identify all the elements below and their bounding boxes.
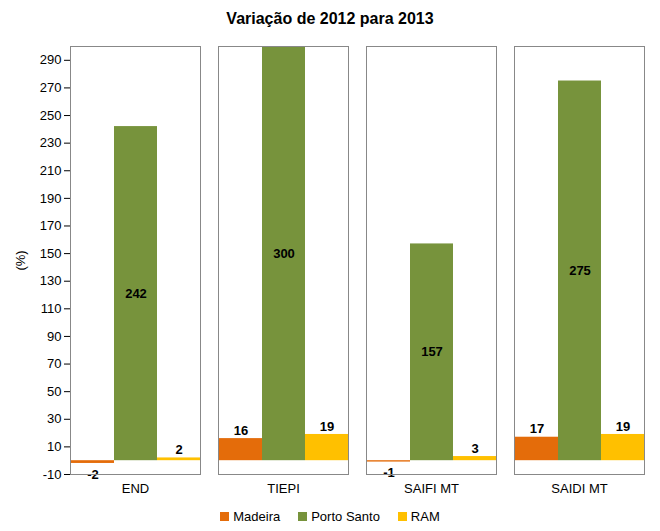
svg-text:242: 242 [125,286,147,301]
svg-text:170: 170 [40,218,62,233]
html-text:RAM: RAM [410,508,440,524]
svg-text:270: 270 [40,80,62,95]
svg-text:190: 190 [40,191,62,206]
html-text:Porto Santo: Porto Santo [311,508,380,524]
svg-text:210: 210 [40,163,62,178]
svg-text:50: 50 [47,384,61,399]
svg-text:250: 250 [40,108,62,123]
svg-text:SAIDI MT: SAIDI MT [551,481,607,496]
svg-text:19: 19 [616,419,630,434]
svg-text:SAIFI MT: SAIFI MT [404,481,459,496]
html-text:Variação de 2012 para 2013: Variação de 2012 para 2013 [226,10,434,27]
svg-text:157: 157 [421,344,443,359]
svg-text:110: 110 [41,301,62,316]
svg-text:(%): (%) [13,250,28,270]
svg-text:230: 230 [40,135,62,150]
svg-text:300: 300 [273,246,295,261]
svg-text:90: 90 [47,329,61,344]
svg-text:19: 19 [320,419,334,434]
svg-text:-10: -10 [43,467,62,482]
svg-text:275: 275 [569,263,591,278]
svg-text:3: 3 [471,441,478,456]
svg-text:2: 2 [175,442,182,457]
svg-text:130: 130 [40,273,62,288]
svg-text:10: 10 [47,439,61,454]
svg-text:150: 150 [40,246,62,261]
svg-text:70: 70 [47,356,61,371]
svg-text:-2: -2 [87,466,99,482]
svg-text:290: 290 [40,52,62,67]
svg-text:-1: -1 [383,465,395,480]
svg-text:17: 17 [530,421,544,436]
html-text:Madeira: Madeira [233,508,281,524]
svg-text:30: 30 [47,411,61,426]
svg-text:16: 16 [234,423,248,438]
svg-text:TIEPI: TIEPI [267,481,300,496]
svg-text:END: END [122,481,149,496]
